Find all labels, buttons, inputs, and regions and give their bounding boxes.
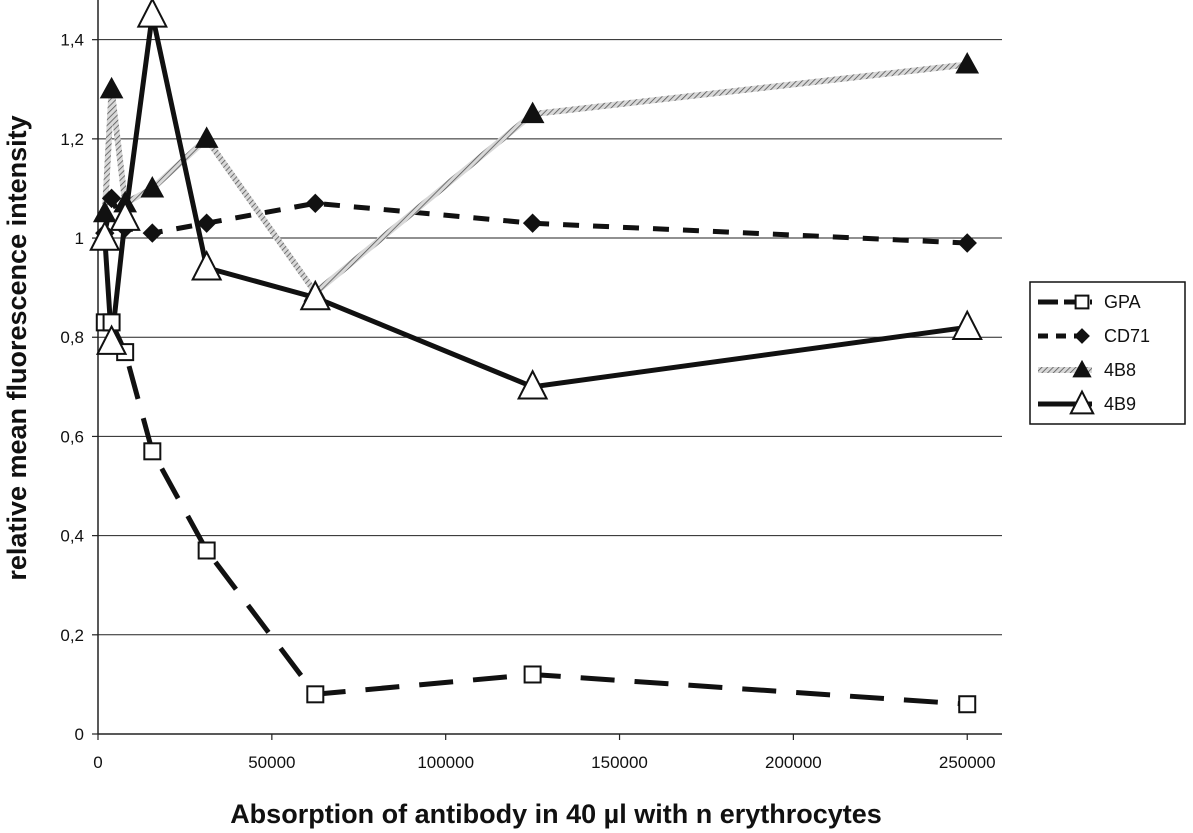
x-tick-label: 250000 <box>939 753 996 772</box>
plot-area: 0 0,2 0,4 0,6 0,8 1 1,2 1,4 0 50000 100000 150000 20… <box>60 0 1002 772</box>
data-point-gpa <box>959 696 975 712</box>
series-line-4b8 <box>105 65 967 293</box>
y-axis-title: relative mean fluorescence intensity <box>2 115 32 580</box>
x-tick-label: 50000 <box>248 753 295 772</box>
y-tick-label: 0 <box>75 725 84 744</box>
legend: GPA CD71 4B8 4B9 <box>1030 282 1185 424</box>
x-tick-label: 100000 <box>417 753 474 772</box>
legend-label-4b9: 4B9 <box>1104 394 1136 414</box>
data-point-4b9 <box>953 312 981 339</box>
series-line-4b9 <box>105 15 967 387</box>
x-tick-label: 200000 <box>765 753 822 772</box>
data-point-gpa <box>307 686 323 702</box>
legend-marker-gpa <box>1076 296 1089 309</box>
data-point-cd71 <box>306 194 324 212</box>
data-point-gpa <box>525 666 541 682</box>
data-point-cd71 <box>524 214 542 232</box>
y-tick-label: 0,8 <box>60 328 84 347</box>
data-point-gpa <box>199 543 215 559</box>
y-tick-label: 1,2 <box>60 130 84 149</box>
y-tick-label: 0,4 <box>60 527 84 546</box>
x-tick-label: 0 <box>93 753 102 772</box>
legend-label-4b8: 4B8 <box>1104 360 1136 380</box>
data-point-4b9 <box>138 0 166 27</box>
y-tick-label: 1 <box>75 229 84 248</box>
x-tick-label: 150000 <box>591 753 648 772</box>
y-tick-label: 0,2 <box>60 626 84 645</box>
data-point-4b9 <box>193 252 221 279</box>
y-tick-label: 0,6 <box>60 427 84 446</box>
x-axis-title: Absorption of antibody in 40 µl with n e… <box>230 799 882 829</box>
data-point-cd71 <box>143 224 161 242</box>
data-point-4b8 <box>196 127 218 147</box>
data-point-gpa <box>144 443 160 459</box>
legend-label-gpa: GPA <box>1104 292 1141 312</box>
data-point-4b8 <box>101 78 123 98</box>
legend-label-cd71: CD71 <box>1104 326 1150 346</box>
y-tick-label: 1,4 <box>60 31 84 50</box>
data-point-cd71 <box>958 234 976 252</box>
